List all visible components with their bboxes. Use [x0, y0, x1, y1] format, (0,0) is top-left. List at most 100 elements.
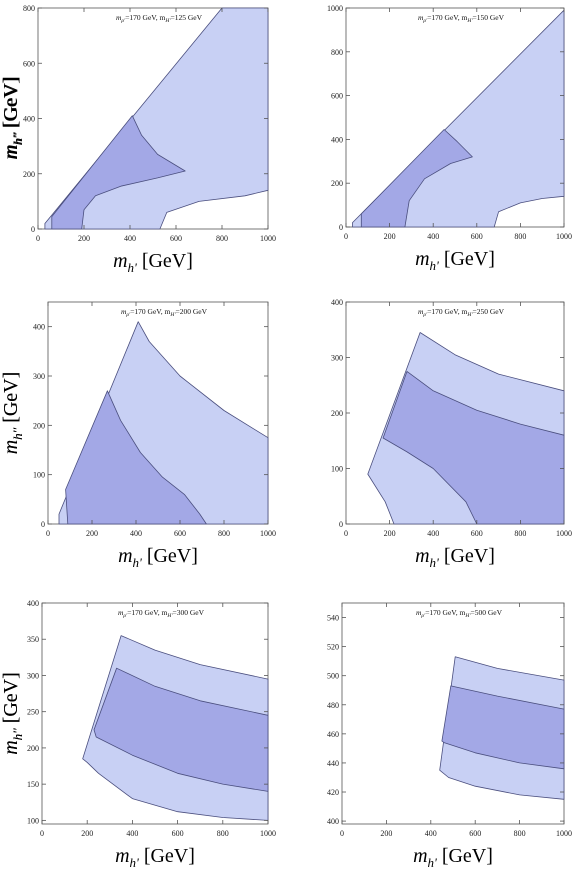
y-axis-label: mh'' [GeV] — [0, 672, 25, 755]
region-inner — [51, 115, 186, 230]
y-tick-label: 150 — [27, 780, 39, 789]
x-tick-label: 800 — [218, 529, 230, 538]
x-axis-label: mh' [GeV] — [118, 545, 198, 570]
y-tick-label: 600 — [331, 92, 343, 101]
region-inner — [360, 129, 473, 228]
y-tick-label: 440 — [327, 759, 339, 768]
chart-panel-5: 0 200 400 600 800 1000 100 150 200 250 300 350 400 mρ… — [0, 599, 276, 870]
y-tick-label: 520 — [327, 643, 339, 652]
x-tick-label: 800 — [514, 529, 526, 538]
x-tick-label: 600 — [471, 529, 483, 538]
y-tick-label: 250 — [27, 708, 39, 717]
x-tick-label: 400 — [130, 529, 142, 538]
x-tick-label: 600 — [471, 232, 483, 241]
x-tick-label: 1000 — [556, 829, 572, 838]
x-tick-label: 400 — [126, 829, 138, 838]
x-tick-label: 800 — [216, 234, 228, 243]
panel-annotation: mρ'=170 GeV, mH'=200 GeV — [121, 307, 208, 318]
panel-annotation: mρ'=170 GeV, mH'=250 GeV — [418, 307, 505, 318]
y-tick-label: 400 — [33, 323, 45, 332]
x-tick-label: 600 — [172, 829, 184, 838]
panel-annotation: mρ'=170 GeV, mH'=500 GeV — [416, 608, 503, 619]
y-tick-label: 100 — [27, 816, 39, 825]
x-tick-label: 0 — [340, 829, 344, 838]
x-tick-label: 400 — [425, 829, 437, 838]
chart-panel-6: 0 200 400 600 800 100040042044046048050052054… — [0, 602, 572, 870]
y-tick-label: 0 — [339, 520, 343, 529]
x-tick-label: 400 — [124, 234, 136, 243]
x-tick-label: 200 — [384, 529, 396, 538]
y-tick-label: 300 — [33, 372, 45, 381]
x-tick-label: 0 — [36, 234, 40, 243]
y-tick-label: 200 — [331, 409, 343, 418]
chart-panel-1: 0 200 400 600 800 1000 0 200 400 600 800 mρ'=170 Ge… — [0, 4, 276, 275]
y-axis-label: mh'' [GeV] — [0, 672, 25, 755]
y-tick-label: 800 — [23, 4, 35, 13]
x-tick-label: 0 — [344, 529, 348, 538]
x-tick-label: 1000 — [260, 234, 276, 243]
y-tick-label: 500 — [327, 672, 339, 681]
y-tick-label: 460 — [327, 730, 339, 739]
region-inner — [382, 370, 565, 525]
y-tick-label: 100 — [33, 471, 45, 480]
x-axis-label: mh' [GeV] — [113, 250, 193, 275]
x-tick-label: 800 — [514, 232, 526, 241]
y-axis-label: mh'' [GeV] — [0, 77, 25, 160]
x-tick-label: 600 — [174, 529, 186, 538]
x-tick-label: 800 — [514, 829, 526, 838]
x-tick-label: 1000 — [260, 529, 276, 538]
panel-annotation: mρ'=170 GeV, mH'=300 GeV — [118, 608, 205, 619]
x-tick-label: 400 — [427, 529, 439, 538]
chart-panel-2: 0 200 400 600 800 1000 0 200 400 600 800 1000 mρ'=17… — [0, 4, 572, 273]
x-tick-label: 400 — [427, 232, 439, 241]
y-tick-label: 1000 — [327, 4, 343, 13]
y-tick-label: 400 — [27, 599, 39, 608]
y-tick-label: 200 — [27, 744, 39, 753]
x-tick-label: 0 — [344, 232, 348, 241]
y-tick-label: 0 — [41, 520, 45, 529]
x-tick-label: 0 — [46, 529, 50, 538]
x-tick-label: 1000 — [556, 529, 572, 538]
y-tick-label: 800 — [331, 48, 343, 57]
y-axis-label: mh'' [GeV] — [0, 372, 25, 455]
y-axis-label: mh'' [GeV] — [0, 372, 25, 455]
x-tick-label: 1000 — [260, 829, 276, 838]
x-axis-label: mh' [GeV] — [115, 845, 195, 870]
y-tick-label: 400 — [331, 298, 343, 307]
y-axis-label: mh'' [GeV] — [0, 76, 25, 159]
x-tick-label: 200 — [81, 829, 93, 838]
y-tick-label: 0 — [339, 223, 343, 232]
panel-annotation: mρ'=170 GeV, mH'=150 GeV — [418, 13, 505, 24]
y-tick-label: 300 — [331, 354, 343, 363]
x-tick-label: 200 — [78, 234, 90, 243]
region-inner — [93, 667, 269, 792]
x-tick-label: 600 — [170, 234, 182, 243]
x-tick-label: 200 — [384, 232, 396, 241]
y-tick-label: 540 — [327, 614, 339, 623]
x-tick-label: 1000 — [556, 232, 572, 241]
y-tick-label: 200 — [331, 179, 343, 188]
region-inner — [441, 685, 565, 770]
y-tick-label: 200 — [33, 421, 45, 430]
y-tick-label: 0 — [31, 225, 35, 234]
y-tick-label: 200 — [23, 170, 35, 179]
chart-panel-3: 0 200 400 600 800 1000 0 100 200 300 400 mρ'=170 Ge… — [0, 301, 276, 570]
y-tick-label: 480 — [327, 701, 339, 710]
y-tick-label: 400 — [327, 817, 339, 826]
y-tick-label: 400 — [331, 135, 343, 144]
y-tick-label: 600 — [23, 59, 35, 68]
x-tick-label: 0 — [40, 829, 44, 838]
x-tick-label: 200 — [380, 829, 392, 838]
y-tick-label: 100 — [331, 465, 343, 474]
region-inner — [65, 390, 207, 525]
x-axis-label: mh' [GeV] — [415, 248, 495, 273]
panel-annotation: mρ'=170 GeV, mH'=125 GeV — [116, 13, 203, 24]
y-tick-label: 300 — [27, 671, 39, 680]
x-tick-label: 600 — [469, 829, 481, 838]
y-tick-label: 400 — [23, 115, 35, 124]
y-tick-label: 420 — [327, 788, 339, 797]
x-tick-label: 200 — [86, 529, 98, 538]
x-axis-label: mh' [GeV] — [413, 845, 493, 870]
